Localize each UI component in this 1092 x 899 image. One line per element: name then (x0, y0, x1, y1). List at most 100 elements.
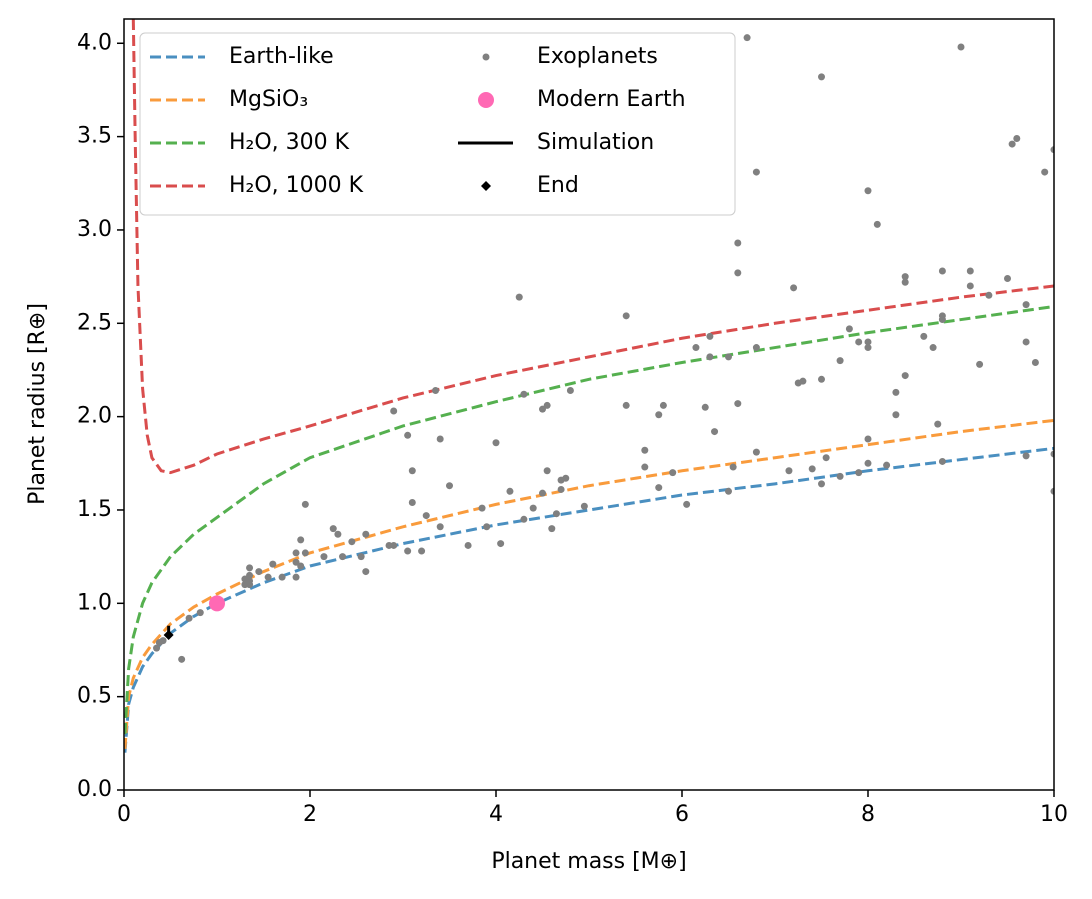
data-point (334, 530, 342, 538)
x-tick-label: 0 (117, 802, 131, 827)
y-tick-label: 0.5 (77, 684, 112, 709)
data-point (492, 439, 500, 447)
x-tick-label: 2 (303, 802, 317, 827)
data-point (1050, 487, 1054, 495)
series-line (124, 305, 1054, 735)
data-point (785, 467, 793, 475)
data-point (255, 568, 263, 576)
data-point (301, 500, 309, 508)
data-point (641, 463, 649, 471)
data-point (497, 540, 505, 548)
legend-label: H₂O, 1000 K (229, 173, 364, 198)
data-point (818, 480, 825, 488)
y-tick-label: 2.0 (77, 404, 112, 429)
data-point (1050, 450, 1054, 458)
data-point (483, 523, 491, 531)
data-point (404, 431, 412, 439)
data-point (506, 487, 514, 495)
data-point (153, 644, 161, 652)
legend-label: Earth-like (229, 44, 334, 69)
legend-label: Modern Earth (537, 87, 686, 112)
data-point (1041, 168, 1049, 176)
data-point (1008, 140, 1016, 148)
legend-label: Exoplanets (537, 44, 658, 69)
data-point (241, 581, 249, 589)
data-point (892, 411, 900, 419)
data-point (515, 293, 523, 301)
data-point (892, 388, 900, 396)
x-tick-label: 4 (489, 802, 503, 827)
data-point (436, 523, 444, 531)
data-point (822, 454, 830, 462)
data-point (711, 428, 719, 436)
data-point (297, 562, 305, 570)
data-point (292, 549, 300, 557)
data-point (794, 379, 802, 387)
data-point (159, 637, 167, 645)
data-point (357, 553, 365, 561)
data-point (478, 504, 486, 512)
data-point (883, 461, 891, 469)
legend-swatch (478, 92, 494, 108)
data-point (446, 482, 453, 490)
data-point (1004, 274, 1011, 282)
data-point (543, 467, 551, 475)
data-point (1031, 358, 1039, 366)
y-tick-label: 4.0 (77, 30, 112, 55)
data-point (464, 541, 472, 549)
data-point (743, 34, 751, 42)
legend-label: H₂O, 300 K (229, 130, 350, 155)
data-point (901, 273, 909, 281)
data-point (436, 435, 444, 443)
data-point (683, 500, 691, 508)
series-line (131, 19, 1054, 475)
data-point (543, 401, 551, 409)
data-point (934, 420, 942, 428)
data-point (864, 338, 872, 346)
data-point (659, 401, 667, 409)
data-point (808, 465, 816, 473)
data-point (701, 403, 709, 411)
x-tick-label: 6 (675, 802, 689, 827)
data-point (818, 73, 825, 81)
data-point (864, 344, 872, 352)
data-point (938, 267, 946, 275)
data-point (418, 547, 426, 555)
data-point (901, 278, 909, 286)
data-point (938, 316, 946, 324)
data-point (725, 353, 732, 361)
legend-label: MgSiO₃ (229, 87, 308, 112)
data-point (548, 525, 556, 533)
data-point (362, 530, 370, 538)
data-point (655, 411, 663, 419)
data-point (864, 459, 872, 467)
data-point (855, 469, 863, 477)
data-point (929, 344, 937, 352)
data-point (246, 564, 254, 572)
data-point (966, 267, 974, 275)
data-point (920, 332, 928, 340)
data-point (622, 401, 630, 409)
data-point (185, 614, 193, 622)
data-point (292, 573, 300, 581)
data-point (557, 485, 565, 493)
data-point (348, 538, 356, 546)
data-point (362, 568, 370, 576)
data-point (1022, 452, 1030, 460)
x-axis-label: Planet mass [M⊕] (491, 849, 686, 874)
data-point (873, 220, 881, 228)
data-point (818, 375, 825, 383)
data-point (390, 407, 398, 415)
data-point (292, 558, 300, 566)
data-point (655, 484, 663, 492)
data-point (246, 571, 254, 579)
data-point (320, 553, 328, 561)
data-point (938, 457, 946, 465)
data-point (339, 553, 347, 561)
data-point (752, 448, 760, 456)
data-point (329, 525, 337, 533)
y-tick-label: 2.5 (77, 310, 112, 335)
plot-area (124, 19, 1054, 753)
data-point (669, 469, 677, 477)
